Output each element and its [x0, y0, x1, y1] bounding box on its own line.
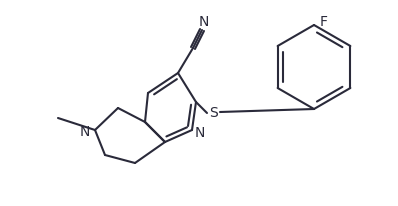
Text: S: S: [209, 106, 217, 120]
Text: F: F: [320, 15, 328, 29]
Text: N: N: [199, 15, 209, 29]
Text: N: N: [80, 125, 90, 139]
Text: N: N: [195, 126, 205, 140]
